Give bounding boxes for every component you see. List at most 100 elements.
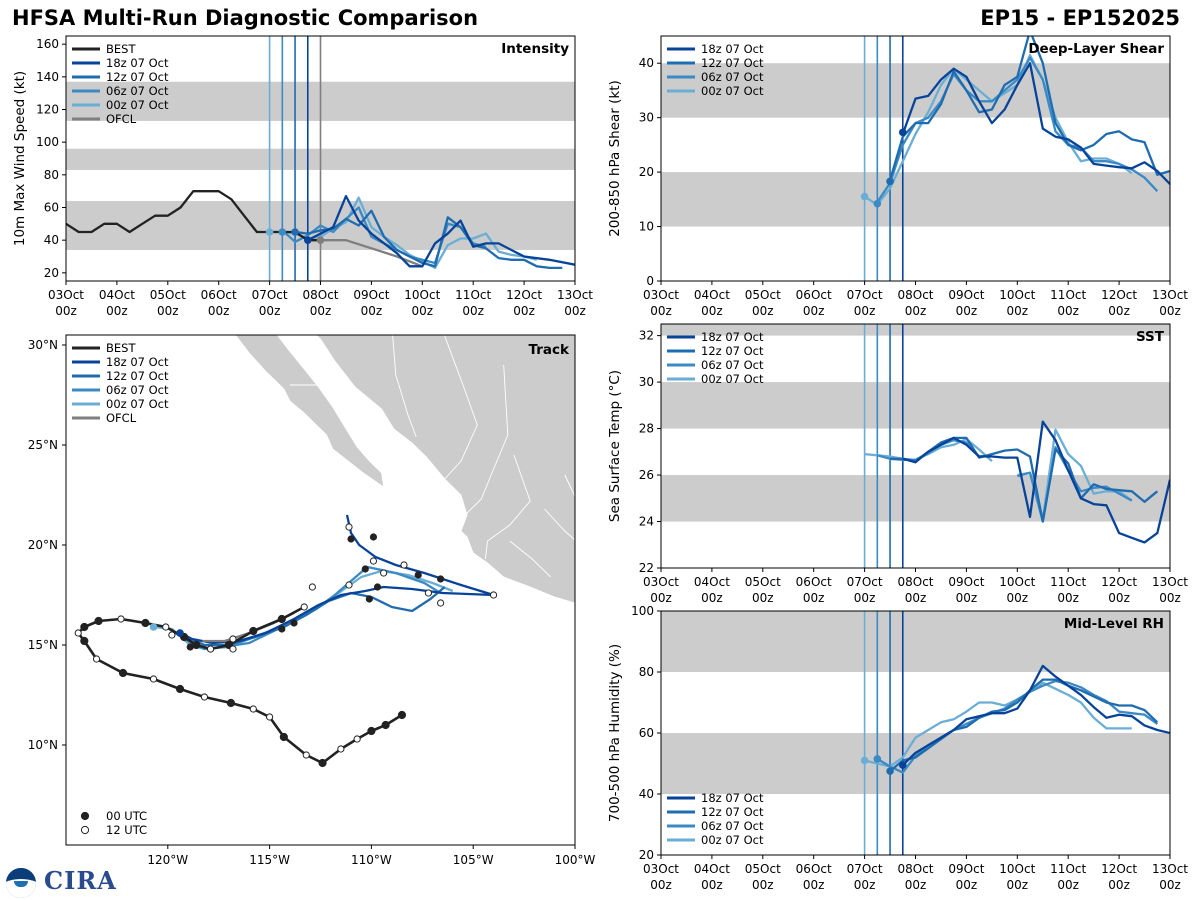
track-legend-label-1: 18z 07 Oct bbox=[106, 355, 169, 369]
best-track-point-12 bbox=[175, 684, 185, 694]
shear-legend-label-2: 06z 07 Oct bbox=[701, 70, 764, 84]
best-track-point-8 bbox=[266, 713, 274, 721]
best-track-point-19 bbox=[94, 616, 103, 626]
shear-init-marker-3 bbox=[898, 128, 907, 137]
rh-band-0 bbox=[661, 733, 1170, 794]
shear-band-0 bbox=[661, 172, 1170, 227]
best-track-point-0 bbox=[397, 710, 407, 720]
state-border-4 bbox=[509, 540, 551, 578]
baja-peninsula-land bbox=[234, 335, 385, 488]
sst-legend-label-3: 00z 07 Oct bbox=[701, 372, 764, 386]
sst-ytick-label-4: 30 bbox=[639, 375, 654, 389]
shear-xtick-sublabel-6: 00z bbox=[956, 304, 978, 318]
rh-xtick-label-8: 11Oct bbox=[1050, 862, 1086, 876]
shear-ytick-label-2: 20 bbox=[639, 165, 654, 179]
best-track-point-1 bbox=[381, 720, 390, 730]
track-xtick-label-1: 115°W bbox=[249, 853, 290, 867]
rh-series-18z-07-oct bbox=[902, 664, 1170, 766]
best-track-point-16 bbox=[80, 636, 89, 646]
track-marker-legend-label-1: 12 UTC bbox=[106, 823, 147, 837]
shear-xtick-label-8: 11Oct bbox=[1050, 288, 1086, 302]
rh-legend-label-3: 00z 07 Oct bbox=[701, 833, 764, 847]
rh-ytick-label-0: 20 bbox=[639, 848, 654, 862]
intensity-xtick-label-8: 11Oct bbox=[455, 288, 491, 302]
best-track-point-10 bbox=[226, 698, 236, 708]
track-ytick-label-1: 15°N bbox=[28, 638, 58, 652]
sst-xtick-sublabel-5: 00z bbox=[905, 591, 927, 605]
track-marker-legend-symbol-1 bbox=[80, 825, 90, 835]
track-ytick-label-0: 10°N bbox=[28, 738, 58, 752]
intensity-series-18z-07-oct bbox=[307, 194, 575, 268]
best-track-point-15 bbox=[92, 655, 101, 663]
cira-logo-text: CIRA bbox=[44, 866, 117, 895]
sst-xtick-sublabel-7: 00z bbox=[1007, 591, 1029, 605]
intensity-xtick-sublabel-7: 00z bbox=[412, 304, 434, 318]
rh-band-1 bbox=[661, 611, 1170, 672]
intensity-init-marker-3 bbox=[303, 236, 312, 244]
rh-xtick-label-0: 03Oct bbox=[643, 862, 679, 876]
sst-plot-area bbox=[661, 324, 1170, 568]
track-ytick-label-4: 30°N bbox=[28, 338, 58, 352]
intensity-xtick-sublabel-6: 00z bbox=[361, 304, 383, 318]
track-marker-legend-label-0: 00 UTC bbox=[106, 809, 147, 823]
sst-band-1 bbox=[661, 382, 1170, 429]
track-line-best bbox=[76, 605, 403, 765]
shear-ytick-label-3: 30 bbox=[639, 111, 654, 125]
intensity-xtick-label-6: 09Oct bbox=[353, 288, 389, 302]
shear-xtick-label-5: 08Oct bbox=[897, 288, 933, 302]
intensity-ytick-label-2: 60 bbox=[44, 201, 59, 215]
shear-xtick-sublabel-8: 00z bbox=[1057, 304, 1079, 318]
sst-legend-label-2: 06z 07 Oct bbox=[701, 358, 764, 372]
intensity-xtick-label-0: 03Oct bbox=[48, 288, 84, 302]
shear-xtick-sublabel-1: 00z bbox=[701, 304, 723, 318]
rh-init-marker-0 bbox=[860, 756, 869, 765]
run-track-point-00utc-3 bbox=[290, 619, 298, 627]
track-xtick-label-4: 100°W bbox=[555, 853, 596, 867]
shear-xtick-label-0: 03Oct bbox=[643, 288, 679, 302]
intensity-legend-label-4: 00z 07 Oct bbox=[106, 98, 169, 112]
intensity-init-marker-1 bbox=[278, 228, 287, 236]
state-border-5 bbox=[544, 508, 575, 541]
track-init-marker-00z bbox=[149, 623, 158, 631]
intensity-xtick-sublabel-5: 00z bbox=[310, 304, 332, 318]
intensity-xtick-sublabel-9: 00z bbox=[513, 304, 535, 318]
rh-ytick-label-1: 40 bbox=[639, 787, 654, 801]
best-track-point-22 bbox=[162, 623, 170, 631]
figure-title: HFSA Multi-Run Diagnostic Comparison bbox=[12, 6, 479, 30]
panel-sst: 03Oct 00z 04Oct 00z 05Oct 00z 06Oct 00z 07Oct 00z… bbox=[607, 323, 1188, 605]
track-legend-label-0: BEST bbox=[106, 341, 136, 355]
sst-xtick-label-8: 11Oct bbox=[1050, 575, 1086, 589]
intensity-xtick-label-4: 07Oct bbox=[252, 288, 288, 302]
intensity-xtick-label-7: 10Oct bbox=[404, 288, 440, 302]
rh-xtick-label-9: 12Oct bbox=[1101, 862, 1137, 876]
sst-band-2 bbox=[661, 324, 1170, 336]
best-track-point-9 bbox=[249, 705, 257, 713]
best-track-point-21 bbox=[141, 618, 150, 628]
run-track-point-00utc-9 bbox=[347, 535, 355, 543]
storm-id-title: EP15 - EP152025 bbox=[980, 6, 1180, 30]
sst-xtick-label-2: 05Oct bbox=[745, 575, 781, 589]
shear-xtick-sublabel-4: 00z bbox=[854, 304, 876, 318]
intensity-xtick-sublabel-1: 00z bbox=[106, 304, 128, 318]
shear-series-18z-07-oct bbox=[901, 62, 1170, 185]
shear-series-06z-07-oct bbox=[876, 56, 1159, 203]
shear-init-marker-1 bbox=[873, 199, 882, 208]
intensity-xtick-label-10: 13Oct bbox=[557, 288, 593, 302]
rh-series-00z-07-oct bbox=[864, 681, 1132, 768]
sst-xtick-sublabel-10: 00z bbox=[1159, 591, 1181, 605]
shear-legend-label-0: 18z 07 Oct bbox=[701, 42, 764, 56]
rh-init-marker-3 bbox=[898, 761, 907, 769]
shear-ytick-label-0: 0 bbox=[646, 274, 654, 288]
track-marker-legend-symbol-0 bbox=[80, 811, 90, 821]
track-legend-label-2: 12z 07 Oct bbox=[106, 369, 169, 383]
sst-xtick-sublabel-4: 00z bbox=[854, 591, 876, 605]
sst-ytick-label-2: 26 bbox=[639, 468, 654, 482]
intensity-series-best bbox=[66, 190, 321, 242]
run-track-point-00utc-4 bbox=[361, 565, 369, 573]
panel-track: 120°W 115°W 110°W 105°W 100°W 10°N 15°N 20°N 25°… bbox=[28, 334, 596, 867]
state-border-0 bbox=[392, 335, 417, 438]
rh-xtick-label-6: 09Oct bbox=[948, 862, 984, 876]
track-line-12z-07-oct bbox=[181, 586, 446, 647]
intensity-ytick-label-3: 80 bbox=[44, 168, 59, 182]
rh-series-12z-07-oct bbox=[889, 678, 1159, 772]
